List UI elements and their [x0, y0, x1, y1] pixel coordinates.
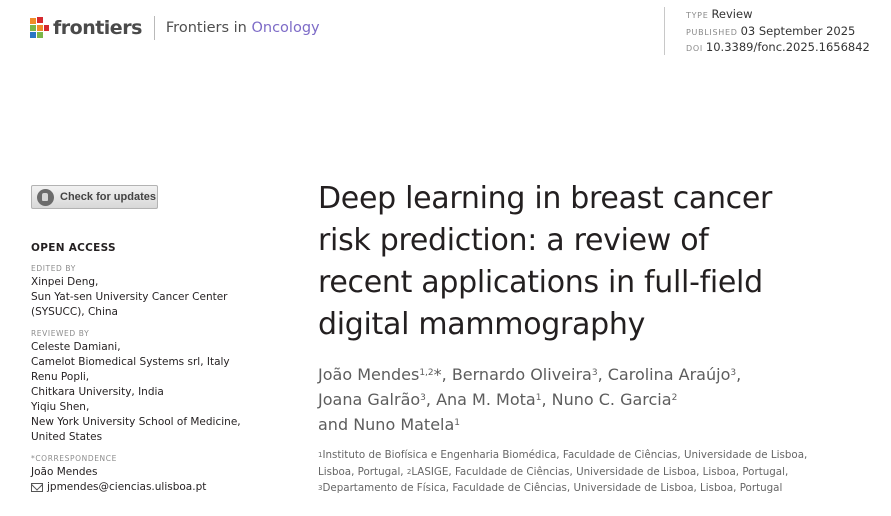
affiliation-list: 1Instituto de Biofísica e Engenharia Bio…	[318, 447, 878, 497]
author-affil-sup: 3	[730, 368, 737, 378]
meta-published: PUBLISHED 03 September 2025	[686, 24, 870, 41]
meta-type-label: TYPE	[686, 11, 709, 20]
author-affil-sup: 1,2	[419, 368, 434, 378]
affiliation-line: 1Instituto de Biofísica e Engenharia Bio…	[318, 447, 878, 464]
correspondence-email[interactable]: jpmendes@ciencias.ulisboa.pt	[47, 481, 207, 493]
brand-name: frontiers	[53, 17, 142, 39]
affil-sup: 2	[406, 467, 412, 476]
affil-text: Departamento de Física, Faculdade de Ciê…	[322, 482, 783, 494]
author-separator: ,	[441, 365, 452, 384]
meta-type-value: Review	[711, 7, 753, 21]
meta-doi-value[interactable]: 10.3389/fonc.2025.1656842	[705, 40, 870, 54]
reviewer-line: Renu Popli,	[31, 371, 90, 383]
affil-sup: 3	[318, 484, 323, 492]
edited-by-label: EDITED BY	[31, 264, 76, 273]
editor-line: Xinpei Deng,	[31, 276, 99, 288]
author-name: João Mendes	[318, 365, 420, 384]
title-line: Deep learning in breast cancer	[318, 181, 773, 216]
author-affil-sup: 3	[420, 393, 426, 403]
author-affil-sup: 1	[535, 393, 542, 403]
author-separator: ,	[425, 390, 437, 409]
author-and: and	[318, 415, 354, 434]
reviewer-line: New York University School of Medicine,	[31, 416, 241, 428]
affil-text: LASIGE, Faculdade de Ciências, Universid…	[411, 465, 789, 478]
journal-logo[interactable]: frontiers Frontiers in Oncology	[30, 16, 320, 40]
author-separator: ,	[541, 390, 552, 409]
reviewer-line: Celeste Damiani,	[31, 341, 121, 353]
check-for-updates-label: Check for updates	[60, 191, 156, 203]
journal-accent: Oncology	[251, 20, 320, 36]
affiliation-line: 3Departamento de Física, Faculdade de Ci…	[318, 480, 878, 497]
journal-name: Frontiers in Oncology	[166, 20, 320, 36]
meta-doi-label: DOI	[686, 44, 703, 53]
author-list: João Mendes1,2*, Bernardo Oliveira3, Car…	[318, 362, 878, 437]
crossmark-icon	[37, 188, 54, 206]
corresponding-mark: *	[433, 365, 442, 384]
editor-line: (SYSUCC), China	[31, 306, 118, 318]
reviewer-line: Yiqiu Shen,	[31, 401, 90, 413]
open-access-label: OPEN ACCESS	[31, 242, 116, 254]
article-sidebar: OPEN ACCESS EDITED BY Xinpei Deng, Sun Y…	[31, 242, 271, 495]
mail-icon	[31, 483, 43, 492]
reviewer-line: Chitkara University, India	[31, 386, 164, 398]
author-name: Nuno C. Garcia	[551, 390, 672, 409]
author-name: Nuno Matela	[353, 415, 455, 434]
meta-published-value: 03 September 2025	[740, 23, 856, 38]
author-name: Ana M. Mota	[436, 390, 536, 409]
author-separator: ,	[597, 365, 608, 384]
correspondence-name: João Mendes	[31, 466, 98, 478]
author-separator: ,	[736, 365, 742, 384]
check-for-updates-button[interactable]: Check for updates	[31, 185, 158, 209]
title-line: risk prediction: a review of	[318, 223, 709, 258]
logo-divider	[153, 16, 155, 40]
meta-doi: DOI 10.3389/fonc.2025.1656842	[686, 40, 870, 57]
meta-published-label: PUBLISHED	[686, 27, 738, 37]
author-affil-sup: 1	[454, 418, 461, 428]
author-name: Carolina Araújo	[607, 365, 731, 384]
title-line: digital mammography	[318, 307, 646, 342]
affil-text: Instituto de Biofísica e Engenharia Biom…	[322, 449, 808, 461]
correspondence-email-row: jpmendes@ciencias.ulisboa.pt	[31, 480, 271, 495]
journal-prefix: Frontiers in	[165, 20, 247, 36]
reviewed-by-label: REVIEWED BY	[31, 329, 90, 338]
title-line: recent applications in full-field	[318, 265, 763, 300]
author-affil-sup: 2	[671, 393, 678, 403]
author-name: Joana Galrão	[318, 390, 421, 409]
article-meta: TYPE Review PUBLISHED 03 September 2025 DO…	[664, 7, 870, 55]
meta-type: TYPE Review	[686, 7, 870, 24]
article-title: Deep learning in breast cancer risk pred…	[318, 178, 863, 346]
affiliation-line: Lisboa, Portugal, 2LASIGE, Faculdade de …	[318, 464, 878, 481]
frontiers-logo-icon	[30, 17, 49, 38]
author-affil-sup: 3	[591, 368, 598, 378]
editor-line: Sun Yat-sen University Cancer Center	[31, 291, 228, 303]
reviewer-line: Camelot Biomedical Systems srl, Italy	[31, 356, 230, 368]
affil-text: Lisboa, Portugal,	[318, 465, 407, 478]
reviewer-line: United States	[31, 431, 103, 443]
author-name: Bernardo Oliveira	[451, 365, 592, 384]
affil-sup: 1	[318, 451, 323, 459]
correspondence-label: *CORRESPONDENCE	[31, 454, 117, 463]
